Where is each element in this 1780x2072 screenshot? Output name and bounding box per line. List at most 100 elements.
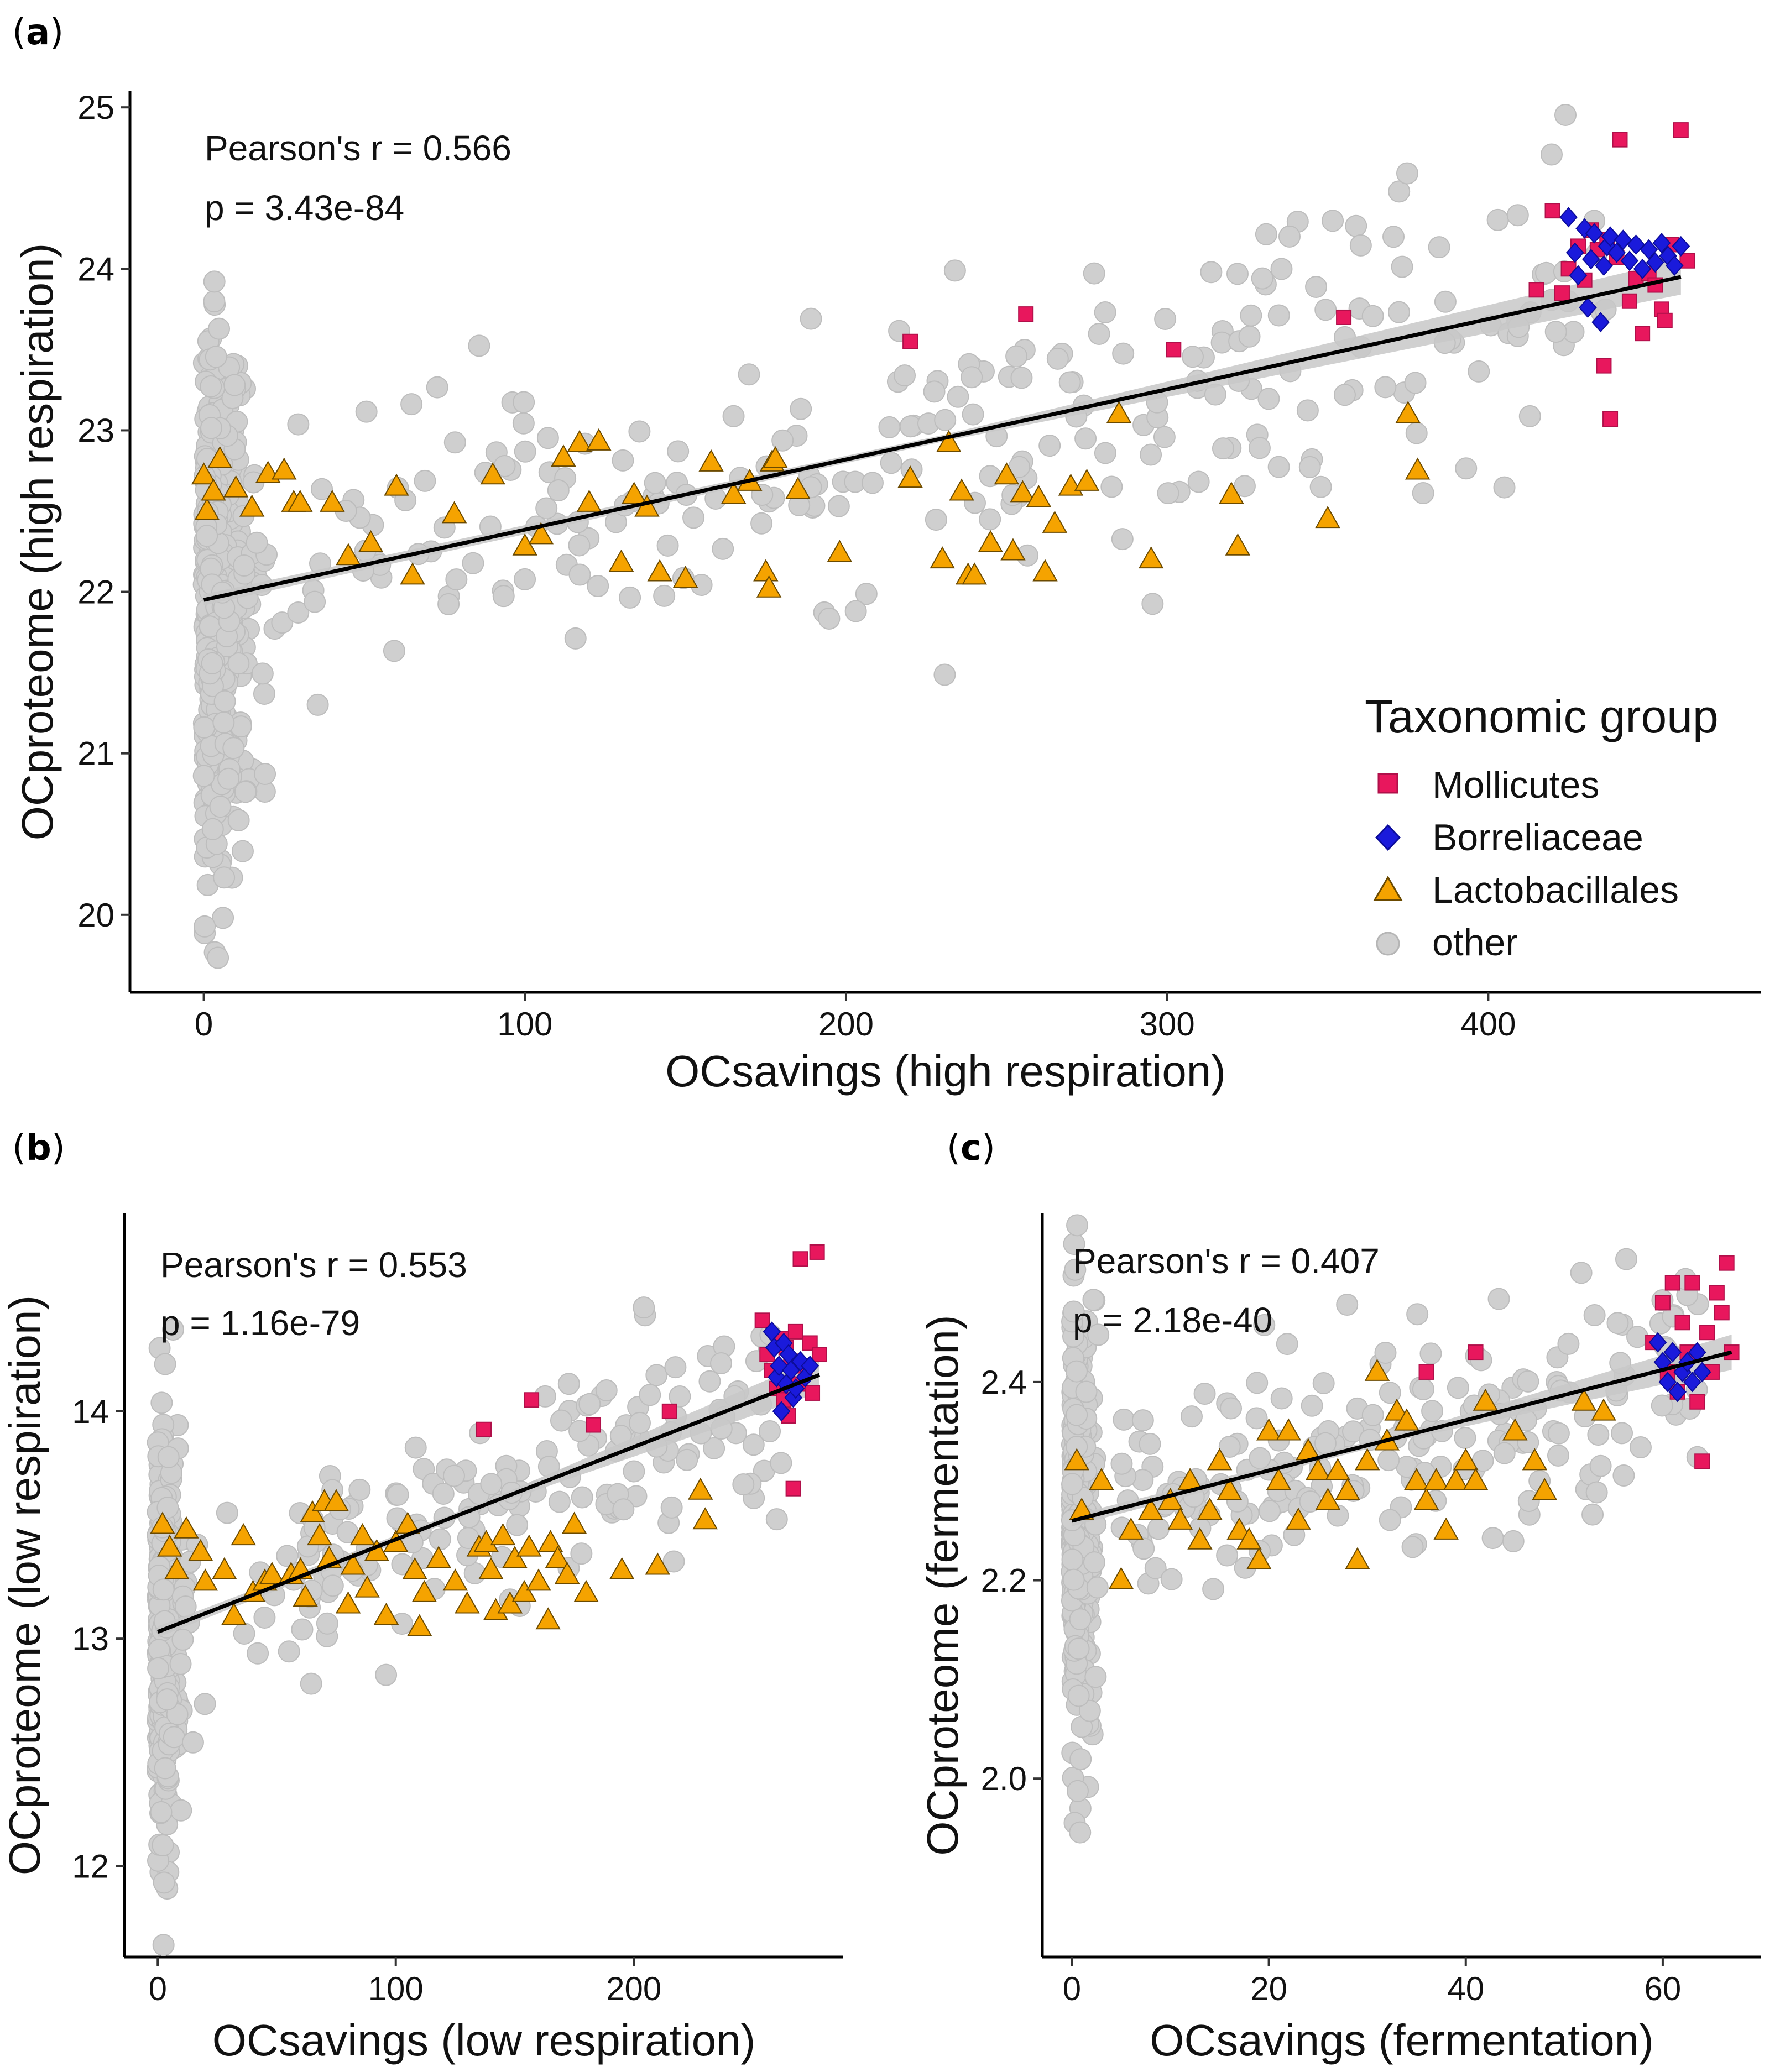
other-point <box>480 1473 503 1495</box>
mollicutes-point <box>1714 1305 1730 1321</box>
mollicutes-point <box>586 1417 602 1433</box>
other-point <box>1544 321 1567 343</box>
other-point <box>223 374 246 396</box>
chart-a-x-axis-title: OCsavings (high respiration) <box>665 1047 1226 1096</box>
chart-a-y-tick-label: 22 <box>77 574 114 611</box>
other-point <box>383 640 405 662</box>
other-point <box>253 1606 276 1629</box>
other-point <box>1379 1509 1401 1531</box>
other-point <box>163 1726 185 1749</box>
other-point <box>660 1496 683 1519</box>
mollicutes-point <box>1544 203 1560 219</box>
lactobacillales-point <box>1335 1478 1360 1500</box>
other-point <box>169 1652 192 1675</box>
lactobacillales-point <box>573 1579 599 1602</box>
other-point <box>213 690 236 713</box>
other-point <box>771 429 794 452</box>
other-point <box>205 346 227 368</box>
lactobacillales-point <box>545 1546 571 1568</box>
other-point <box>770 1452 792 1474</box>
other-point <box>154 1757 176 1780</box>
chart-c-fit-line <box>1071 1350 1732 1523</box>
other-point <box>1405 422 1428 444</box>
other-point <box>676 1448 698 1471</box>
other-point <box>400 393 423 416</box>
other-point <box>933 663 956 686</box>
other-point <box>934 409 957 431</box>
lactobacillales-point <box>1473 1388 1499 1411</box>
lactobacillales-point <box>1325 1458 1350 1480</box>
other-point <box>1248 437 1271 459</box>
other-point <box>1554 103 1577 126</box>
borreliaceae-point <box>1595 255 1613 276</box>
chart-a-x-tick-label: 300 <box>1140 1006 1195 1043</box>
other-point <box>1412 482 1434 505</box>
other-point <box>1322 210 1344 232</box>
other-point <box>271 611 294 634</box>
lactobacillales-point <box>373 1603 399 1625</box>
lactobacillales-point <box>490 1523 516 1546</box>
lactobacillales-point <box>323 1489 349 1511</box>
other-point <box>181 1731 204 1754</box>
borreliaceae-point <box>1665 255 1684 276</box>
lactobacillales-point <box>930 546 955 569</box>
square-icon <box>1377 773 1398 794</box>
other-point <box>157 1446 180 1468</box>
other-point <box>1585 1481 1608 1504</box>
other-point <box>171 1628 194 1651</box>
mollicutes-point <box>785 1480 801 1497</box>
other-point <box>150 1391 173 1414</box>
lactobacillales-point <box>511 1579 537 1602</box>
other-point <box>1157 482 1179 505</box>
other-point <box>961 366 983 389</box>
borreliaceae-point <box>1581 249 1600 270</box>
borreliaceae-point <box>772 1401 791 1422</box>
other-point <box>880 452 902 474</box>
other-point <box>943 259 966 282</box>
lactobacillales-point <box>672 566 698 588</box>
other-point <box>152 1578 175 1601</box>
mollicutes-point <box>1596 358 1612 374</box>
other-point <box>800 307 822 330</box>
lactobacillales-point <box>721 482 747 504</box>
other-point <box>1144 1557 1167 1579</box>
other-point <box>1583 1304 1606 1327</box>
chart-c-x-axis-title: OCsavings (fermentation) <box>1150 2016 1653 2065</box>
other-point <box>759 1420 781 1442</box>
other-point <box>1502 1530 1525 1552</box>
diamond-icon <box>1375 824 1401 851</box>
other-point <box>287 413 310 436</box>
chart-b-x-axis-title: OCsavings (low respiration) <box>212 2016 756 2065</box>
lactobacillales-point <box>1286 1507 1311 1530</box>
lactobacillales-point <box>400 562 425 585</box>
other-point <box>203 290 226 313</box>
legend-label-lactobacillales: Lactobacillales <box>1432 869 1679 911</box>
lactobacillales-point <box>692 1507 718 1530</box>
other-point <box>217 767 240 790</box>
triangle-icon <box>1373 876 1403 901</box>
other-point <box>612 449 634 472</box>
other-point <box>1487 1288 1510 1310</box>
other-point <box>1132 1537 1155 1560</box>
other-point <box>1140 443 1162 466</box>
other-point <box>1074 427 1097 450</box>
mollicutes-point <box>805 1385 821 1401</box>
chart-b-series-other <box>147 1296 796 1956</box>
lactobacillales-point <box>231 1523 256 1546</box>
other-point <box>209 796 232 818</box>
chart-c-series-other <box>1061 1214 1709 1844</box>
other-point <box>1412 1378 1434 1400</box>
mollicutes-point <box>1554 285 1570 301</box>
other-point <box>710 1352 733 1374</box>
other-point <box>1518 405 1541 427</box>
lactobacillales-point <box>157 1534 182 1557</box>
other-point <box>1046 347 1069 370</box>
mollicutes-point <box>802 1335 818 1351</box>
lactobacillales-point <box>785 477 811 499</box>
other-point <box>1517 1370 1539 1393</box>
other-point <box>1327 1504 1349 1527</box>
lactobacillales-point <box>1236 1527 1262 1550</box>
other-point <box>1434 290 1457 313</box>
other-point <box>1401 1536 1424 1558</box>
borreliaceae-point <box>1565 242 1584 263</box>
